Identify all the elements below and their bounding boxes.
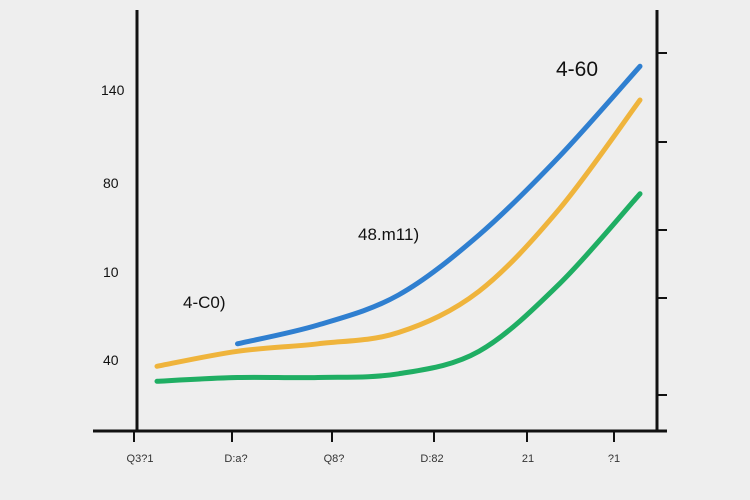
y-tick-label: 80 (103, 175, 119, 191)
annotation-label: 4-C0) (183, 293, 226, 312)
series-line-green (154, 191, 643, 384)
x-tick-label: Q8? (324, 453, 345, 465)
x-tick-label: ?1 (608, 453, 620, 465)
x-tick-label: D:a? (224, 453, 247, 465)
annotation-label: 4-60 (556, 58, 598, 81)
annotation-label: 48.m11) (358, 225, 419, 244)
y-tick-label: 40 (103, 352, 119, 368)
x-tick-label: 21 (522, 453, 534, 465)
series-line-orange (154, 97, 643, 369)
y-tick-label: 140 (101, 82, 125, 98)
series-line-blue (235, 63, 643, 347)
x-tick-label: Q3?1 (127, 453, 154, 465)
x-tick-label: D:82 (420, 453, 443, 465)
y-tick-label: 10 (103, 264, 119, 280)
